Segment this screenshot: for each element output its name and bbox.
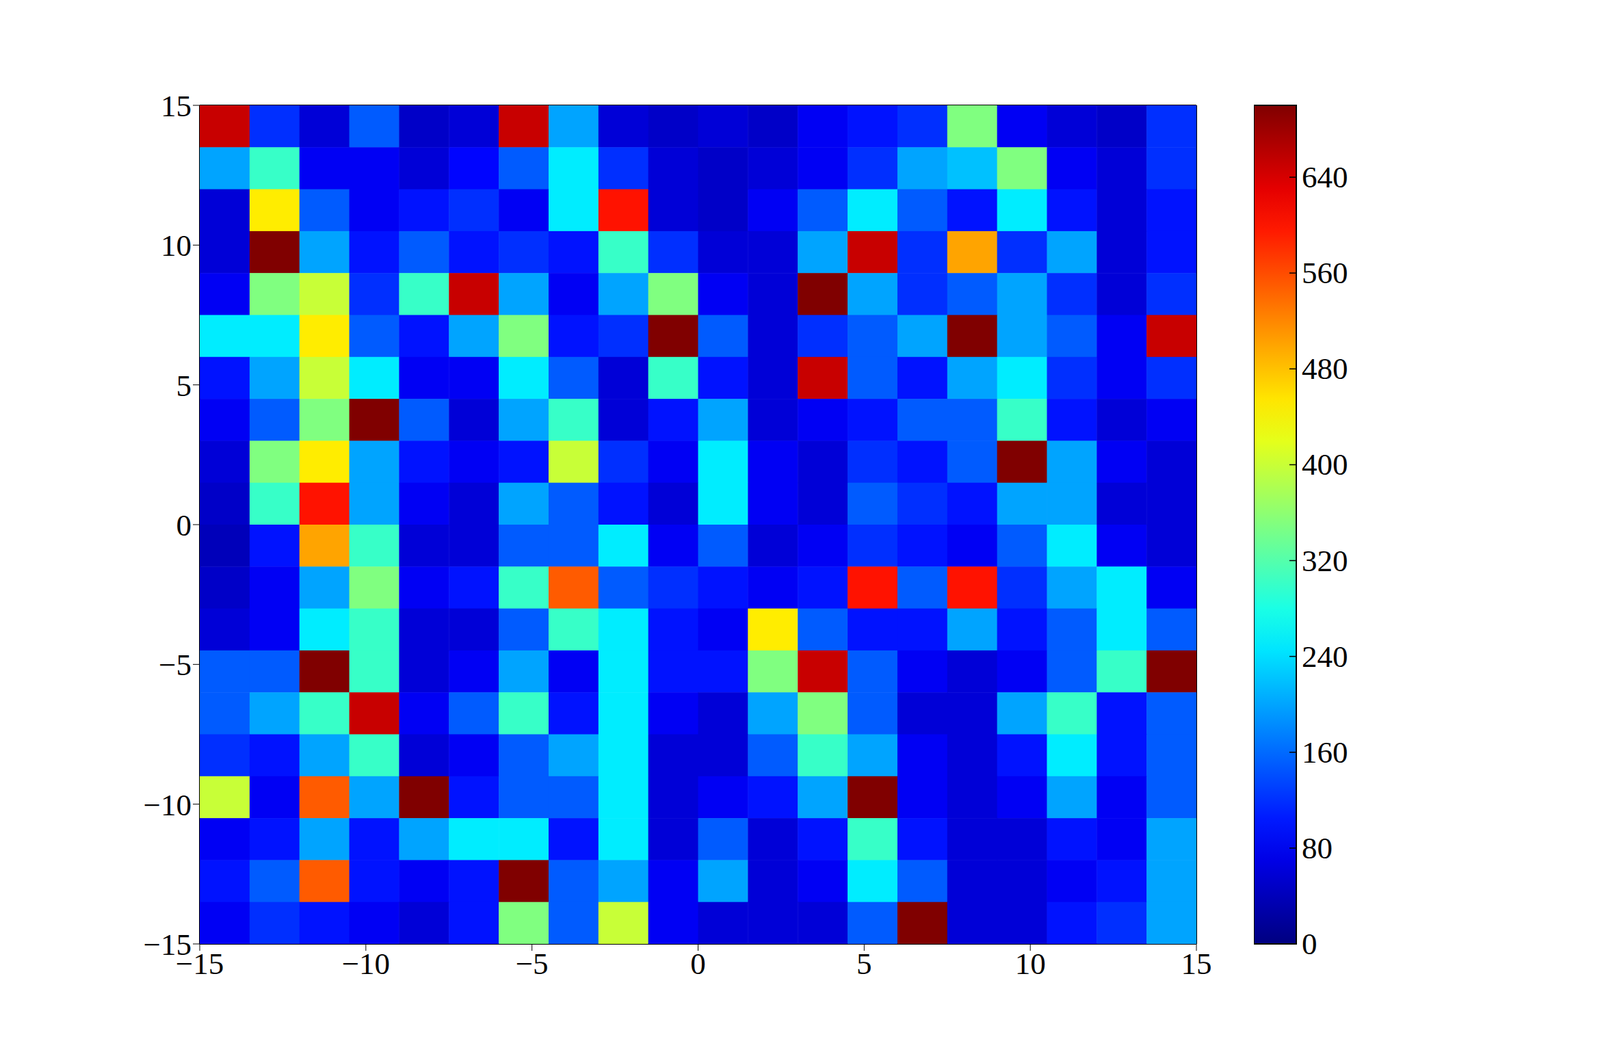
svg-text:−15: −15 <box>143 927 192 962</box>
svg-text:5: 5 <box>856 946 873 981</box>
svg-text:0: 0 <box>1301 926 1318 962</box>
svg-text:480: 480 <box>1301 351 1349 386</box>
svg-text:0: 0 <box>690 946 706 981</box>
svg-text:15: 15 <box>1181 946 1213 981</box>
svg-text:−5: −5 <box>515 946 549 981</box>
svg-text:−5: −5 <box>158 647 192 683</box>
svg-text:640: 640 <box>1301 160 1349 195</box>
svg-text:−10: −10 <box>342 946 390 981</box>
svg-text:10: 10 <box>160 228 192 263</box>
svg-text:400: 400 <box>1301 447 1349 482</box>
svg-text:0: 0 <box>176 508 193 543</box>
svg-text:−10: −10 <box>143 788 192 823</box>
svg-text:5: 5 <box>176 368 193 403</box>
svg-text:560: 560 <box>1301 255 1349 291</box>
svg-text:−15: −15 <box>175 946 224 981</box>
svg-text:80: 80 <box>1301 831 1333 866</box>
svg-text:240: 240 <box>1301 639 1349 674</box>
svg-text:15: 15 <box>160 88 192 124</box>
svg-text:10: 10 <box>1015 946 1046 981</box>
svg-text:320: 320 <box>1301 543 1349 579</box>
svg-text:160: 160 <box>1301 735 1349 770</box>
